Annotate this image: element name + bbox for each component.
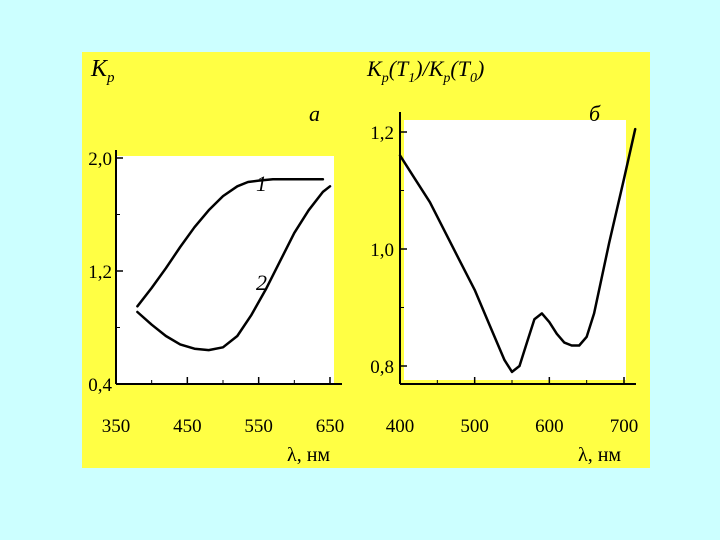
series-labels-a: 12 — [256, 171, 267, 295]
series-label-1: 1 — [256, 171, 267, 196]
y-axis-title-a: Kp — [90, 56, 115, 86]
x-tick-label-a: 450 — [173, 416, 202, 437]
x-tick-label-a: 650 — [316, 416, 345, 437]
curves-b — [398, 127, 637, 374]
y-title-b-k2: )/K — [413, 56, 444, 81]
plot-area-a — [117, 156, 334, 384]
curve-a-1 — [136, 177, 325, 308]
curve-b-0 — [398, 127, 637, 374]
panel-b-label: б — [589, 101, 601, 126]
y-title-b-sub2: p — [442, 71, 450, 86]
x-tick-label-a: 350 — [102, 416, 131, 437]
y-tick-label-b: 1,2 — [370, 123, 394, 144]
y-title-b-close: ) — [475, 56, 484, 81]
series-label-2: 2 — [256, 270, 267, 295]
y-title-b-t0: (T — [450, 56, 471, 81]
curve-a-2 — [136, 185, 332, 352]
y-title-b-t1: (T — [389, 56, 410, 81]
tick-labels-b: 400 500 600 700 0,8 1,0 1,2 — [370, 123, 638, 437]
x-tick-label-b: 400 — [386, 416, 415, 437]
y-tick-label-a: 0,4 — [88, 375, 112, 396]
tick-labels-a: 350 450 550 650 0,4 1,2 2,0 — [88, 149, 344, 437]
y-axis-title-a-main: K — [90, 56, 109, 82]
y-title-b-sub-t1: 1 — [408, 71, 415, 86]
x-tick-label-b: 700 — [610, 416, 639, 437]
y-axis-title-b: Kp(T1)/Kp(T0) — [366, 56, 484, 86]
y-tick-label-a: 2,0 — [88, 149, 112, 170]
panel-a-label: а — [309, 101, 320, 126]
plot-area-b — [404, 120, 626, 380]
x-tick-label-b: 600 — [535, 416, 564, 437]
y-title-b-sub1: p — [381, 71, 389, 86]
x-tick-label-b: 500 — [460, 416, 489, 437]
x-tick-label-a: 550 — [244, 416, 273, 437]
axes-a — [115, 150, 342, 385]
y-tick-label-a: 1,2 — [88, 262, 112, 283]
y-title-b-k1: K — [366, 56, 383, 81]
y-tick-label-b: 1,0 — [370, 240, 394, 261]
y-tick-label-b: 0,8 — [370, 357, 394, 378]
x-axis-title-b: λ, нм — [578, 444, 621, 466]
x-axis-title-a: λ, нм — [287, 444, 330, 466]
curves-a — [136, 177, 332, 352]
y-title-b-sub-t0: 0 — [470, 71, 477, 86]
y-axis-title-a-sub: p — [106, 70, 115, 86]
